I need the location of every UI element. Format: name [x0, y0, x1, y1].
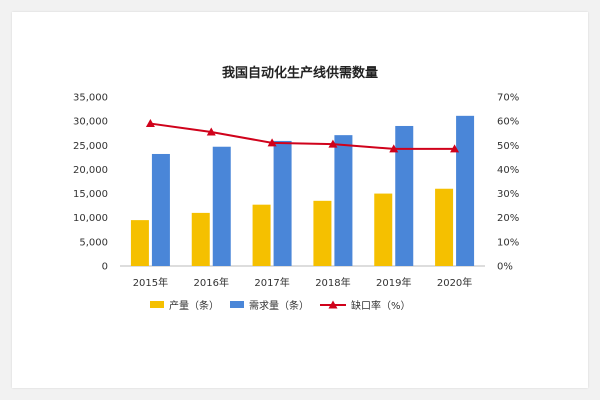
- gap-rate-marker: [206, 127, 216, 136]
- right-tick-label: 70%: [497, 93, 519, 104]
- legend: 产量（条） 需求量（条） 缺口率（%）: [150, 299, 411, 312]
- gap-rate-line: [150, 122, 455, 150]
- right-tick-label: 50%: [497, 141, 519, 152]
- gap-rate-marker: [389, 144, 399, 153]
- legend-swatch: [230, 301, 244, 308]
- legend-label: 缺口率（%）: [351, 299, 411, 312]
- bar-output: [130, 220, 149, 266]
- legend-swatch-marker: [328, 300, 338, 309]
- gap-rate-marker: [145, 119, 155, 128]
- right-tick-label: 10%: [497, 237, 519, 248]
- x-tick-label: 2018年: [315, 276, 350, 289]
- legend-label: 需求量（条）: [249, 299, 309, 312]
- x-tick-label: 2016年: [194, 276, 229, 289]
- bar-output: [252, 204, 271, 266]
- left-axis: 0 5,000 10,000 15,000 20,000 25,000 30,000 35,0…: [73, 93, 108, 273]
- gap-rate-marker: [267, 138, 277, 147]
- right-tick-label: 60%: [497, 117, 519, 128]
- right-axis: 0% 10% 20% 30% 40% 50% 60% 70%: [497, 93, 519, 273]
- left-tick-label: 10,000: [73, 213, 108, 224]
- x-axis: 2015年 2016年 2017年 2018年 2019年 2020年: [133, 276, 473, 289]
- bar-demand: [395, 125, 414, 266]
- left-tick-label: 30,000: [73, 117, 108, 128]
- x-tick-label: 2017年: [254, 276, 289, 289]
- right-tick-label: 30%: [497, 189, 519, 200]
- bar-demand: [334, 135, 353, 266]
- left-tick-label: 0: [102, 262, 108, 273]
- bar-output: [313, 200, 332, 266]
- x-tick-label: 2019年: [376, 276, 411, 289]
- right-tick-label: 40%: [497, 165, 519, 176]
- bar-demand: [273, 140, 292, 266]
- bar-demand: [212, 146, 231, 266]
- legend-label: 产量（条）: [169, 299, 219, 312]
- left-tick-label: 15,000: [73, 189, 108, 200]
- bar-output: [374, 193, 393, 266]
- left-tick-label: 35,000: [73, 93, 108, 104]
- left-tick-label: 5,000: [79, 237, 108, 248]
- chart-frame: [12, 12, 588, 388]
- bars: [130, 115, 475, 267]
- x-tick-label: 2020年: [437, 276, 472, 289]
- chart-title: 我国自动化生产线供需数量: [222, 65, 378, 81]
- bar-demand: [456, 115, 475, 267]
- bar-output: [191, 212, 210, 266]
- gap-rate-marker: [328, 139, 338, 148]
- right-tick-label: 0%: [497, 262, 513, 273]
- bar-output: [435, 188, 454, 266]
- right-tick-label: 20%: [497, 213, 519, 224]
- x-tick-label: 2015年: [133, 276, 168, 289]
- left-tick-label: 20,000: [73, 165, 108, 176]
- line-series: [145, 119, 460, 153]
- bar-demand: [151, 153, 170, 266]
- gap-rate-marker: [450, 144, 460, 153]
- left-tick-label: 25,000: [73, 141, 108, 152]
- legend-swatch: [150, 301, 164, 308]
